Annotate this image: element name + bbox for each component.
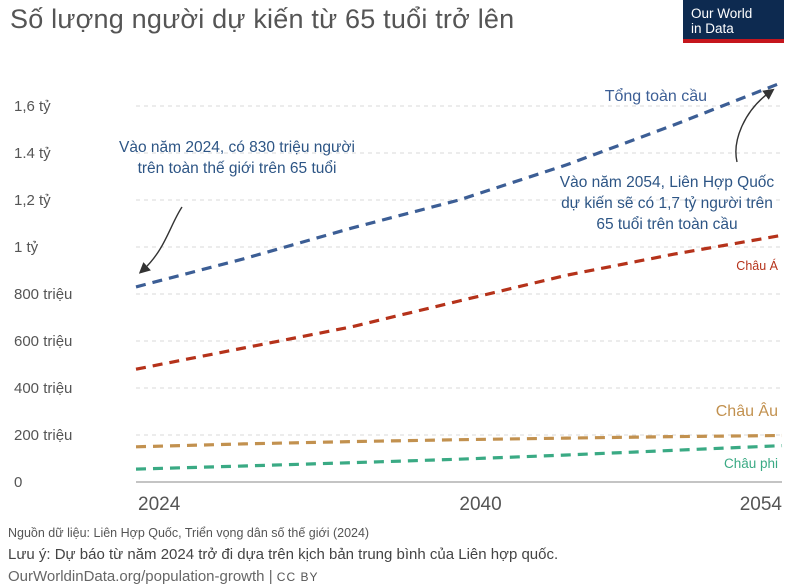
x-tick-label-2054: 2054 [740,494,783,515]
annotation-a2054-line-1: dự kiến sẽ có 1,7 tỷ người trên [561,195,773,212]
y-tick-label-4: 800 triệu [14,286,72,303]
source-note: Nguồn dữ liệu: Liên Hợp Quốc, Triển vọng… [8,526,370,540]
chart-title: Số lượng người dự kiến từ 65 tuổi trở lê… [10,4,515,34]
y-tick-label-3: 600 triệu [14,333,72,350]
series-line-3 [135,444,783,471]
x-tick-label-2024: 2024 [138,494,181,515]
owid-logo[interactable]: Our World in Data [683,0,784,43]
y-tick-label-0: 0 [14,474,22,491]
y-tick-label-6: 1,2 tỷ [14,192,51,209]
logo-line-2: in Data [691,21,734,36]
separator: | [268,568,273,585]
annotation-a2054-line-0: Vào năm 2054, Liên Hợp Quốc [560,174,775,191]
y-tick-label-2: 400 triệu [14,380,72,397]
license-badge[interactable]: CC BY [276,570,319,584]
annotation-a2054-line-2: 65 tuổi trên toàn cầu [596,216,737,233]
series-label-1: Châu Á [736,258,778,273]
series-label-3: Châu phi [724,456,778,471]
source-link[interactable]: OurWorldinData.org/population-growth [8,568,265,585]
y-tick-label-7: 1.4 tỷ [14,145,51,162]
annotation-a2024-line-1: trên toàn thế giới trên 65 tuổi [138,160,337,177]
annotation-a2024-line-0: Vào năm 2024, có 830 triệu người [119,139,355,156]
y-tick-label-1: 200 triệu [14,427,72,444]
line-chart: 0 200 triệu 400 triệu 600 triệu 800 triệu 1 t… [14,81,783,515]
footer-url-line: OurWorldinData.org/population-growth | C… [8,568,318,585]
series-line-0 [135,81,783,289]
series-label-2: Châu Âu [716,401,778,420]
series-line-1 [135,233,783,371]
y-tick-label-5: 1 tỷ [14,239,39,256]
logo-line-1: Our World [691,6,753,21]
y-tick-label-8: 1,6 tỷ [14,98,51,115]
series-line-2 [135,433,783,449]
x-tick-label-2040: 2040 [459,494,501,515]
annotation-arrow-2024 [138,206,183,274]
annotation-arrow-2054 [735,88,775,163]
forecast-note: Lưu ý: Dự báo từ năm 2024 trở đi dựa trê… [8,546,559,563]
series-label-0: Tổng toàn cầu [605,87,707,105]
